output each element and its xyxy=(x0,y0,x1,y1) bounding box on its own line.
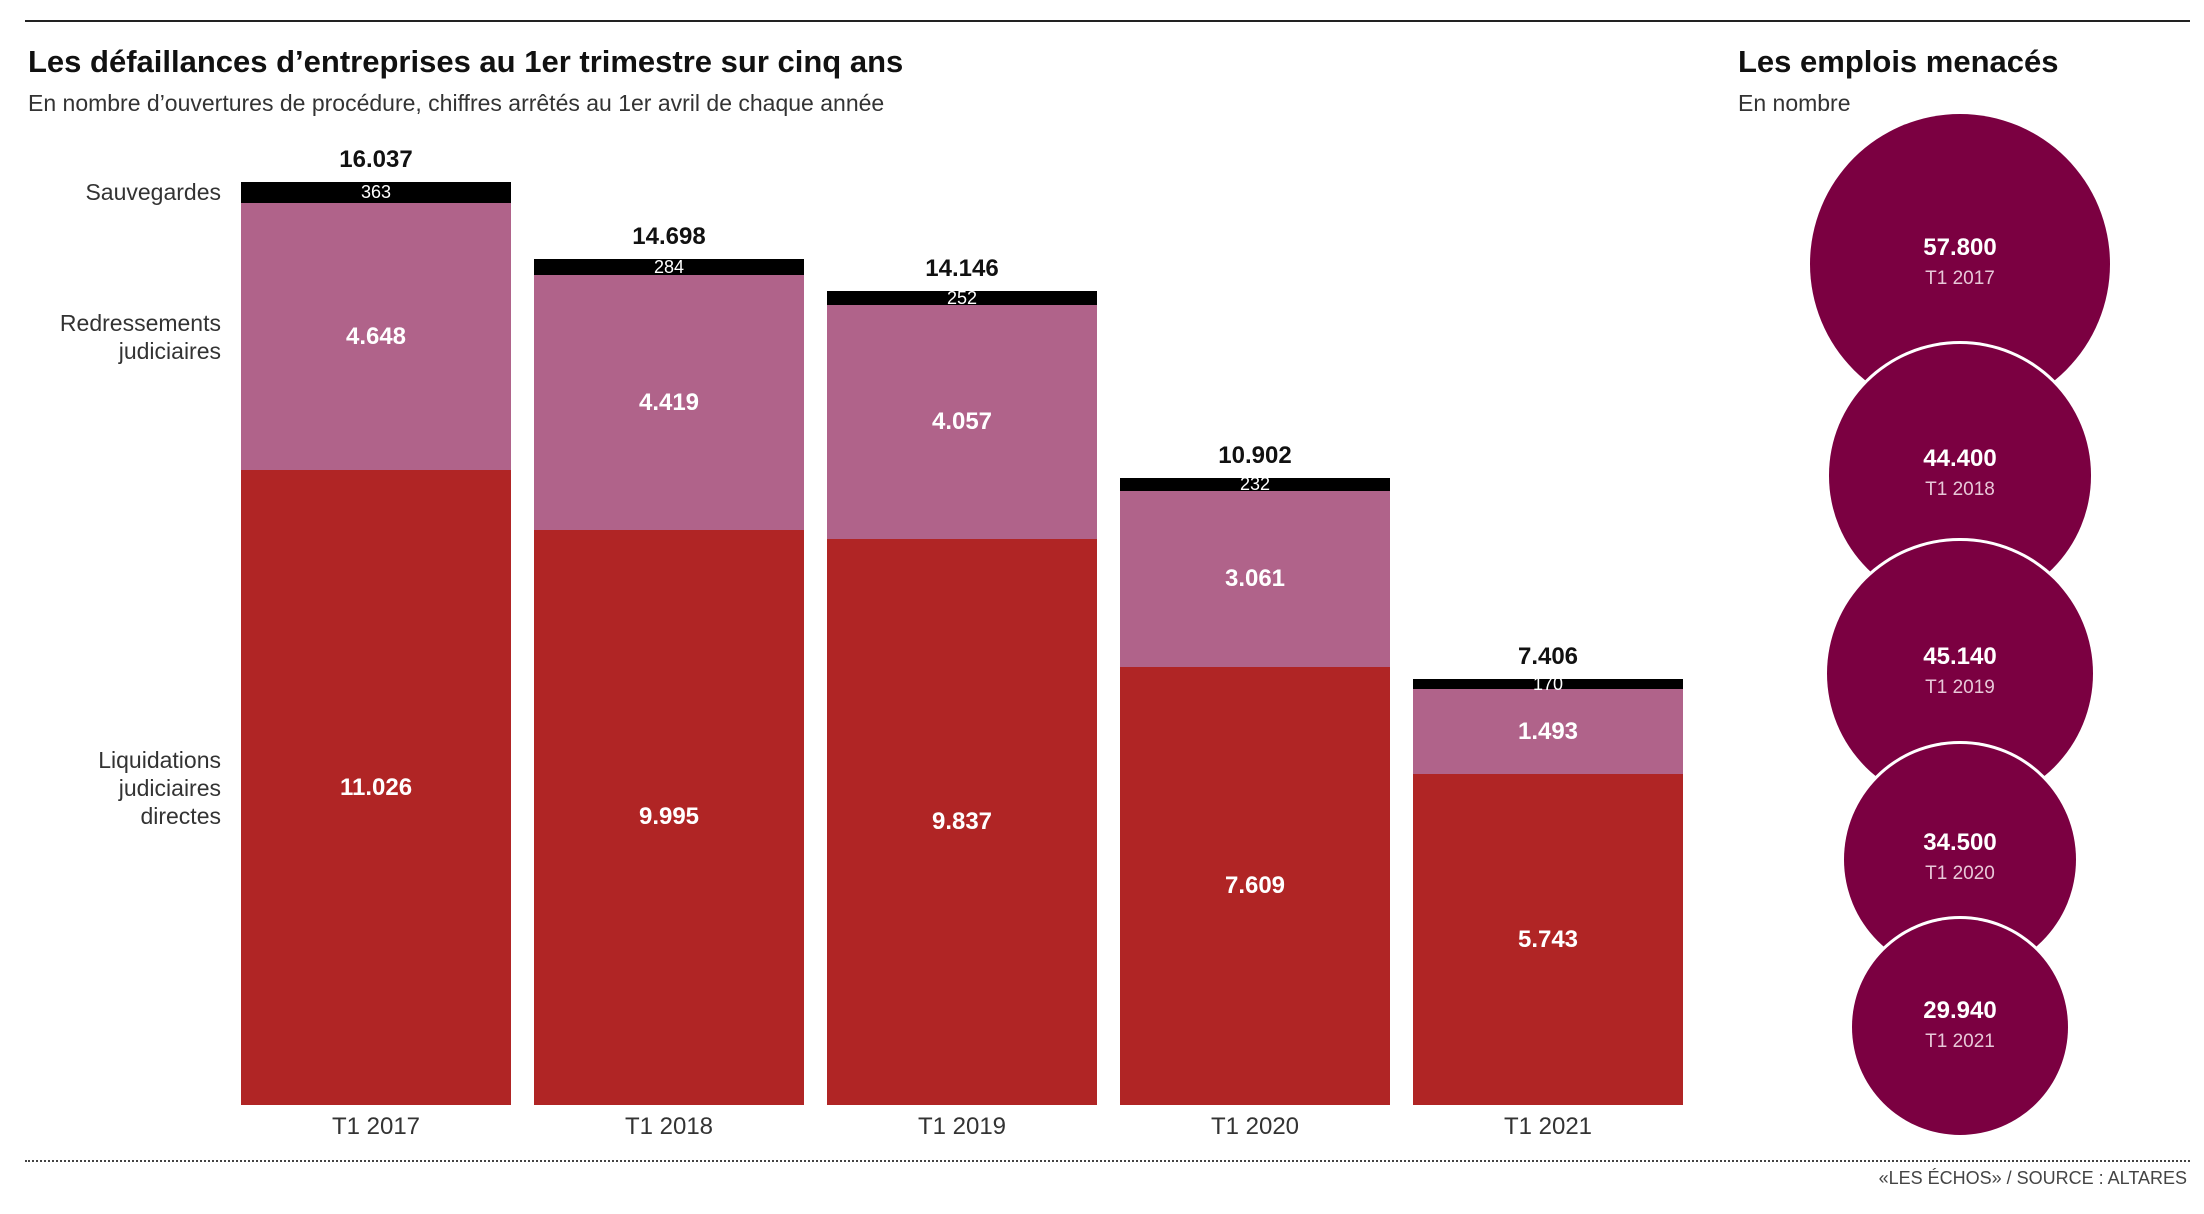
bar-segment xyxy=(827,305,1097,539)
bar-segment xyxy=(241,202,511,471)
bar-segment xyxy=(1120,667,1390,1105)
chart-title: Les défaillances d’entreprises au 1er tr… xyxy=(28,44,904,79)
bubble-category-label: T1 2017 xyxy=(1925,268,1995,289)
bubble-value-label: 34.500 xyxy=(1923,829,1997,857)
bar-segment xyxy=(1120,477,1390,491)
segment-label: 1.493 xyxy=(1517,717,1579,745)
bar-segment xyxy=(827,290,1097,306)
x-tick-label: T1 2018 xyxy=(624,1113,714,1140)
bubble-category-label: T1 2018 xyxy=(1925,479,1995,501)
segment-label: 7.609 xyxy=(1224,872,1286,900)
segment-label: 363 xyxy=(360,182,392,203)
series-label: Sauvegardes xyxy=(85,179,221,206)
segment-label: 4.057 xyxy=(931,408,993,436)
segment-label: 4.419 xyxy=(638,388,700,416)
bar-segment xyxy=(1413,678,1683,689)
segment-label: 4.648 xyxy=(345,322,407,350)
bar-segment xyxy=(534,275,804,530)
bar-segment xyxy=(534,529,804,1105)
x-tick-label: T1 2021 xyxy=(1503,1113,1593,1140)
bubble-value-label: 57.800 xyxy=(1923,234,1997,261)
bar-segment xyxy=(1120,490,1390,668)
series-label: Liquidations judiciaires directes xyxy=(98,746,221,829)
segment-label: 11.026 xyxy=(339,773,413,801)
bar-segment xyxy=(1413,688,1683,775)
segment-label: 170 xyxy=(1532,673,1564,694)
series-label: Redressements judiciaires xyxy=(59,309,221,364)
source: «LES ÉCHOS» / SOURCE : ALTARES xyxy=(1878,1168,2187,1188)
bar-segment xyxy=(241,470,511,1105)
bubble-category-label: T1 2021 xyxy=(1925,1031,1995,1053)
segment-label: 284 xyxy=(653,257,685,278)
top-rule xyxy=(25,20,2190,22)
x-tick-label: T1 2019 xyxy=(917,1113,1007,1140)
bar-segment xyxy=(534,259,804,276)
segment-label: 252 xyxy=(946,288,978,309)
total-label: 16.037 xyxy=(339,146,413,173)
x-tick-label: T1 2017 xyxy=(331,1113,421,1140)
bubble-value-label: 44.400 xyxy=(1923,445,1997,473)
segment-label: 9.837 xyxy=(931,807,993,835)
bubble-title: Les emplois menacés xyxy=(1738,44,2059,79)
segment-label: 232 xyxy=(1239,474,1271,495)
bubble-value-label: 29.940 xyxy=(1923,997,1997,1025)
segment-label: 3.061 xyxy=(1224,564,1286,592)
total-label: 10.902 xyxy=(1218,441,1292,469)
total-label: 14.146 xyxy=(925,254,999,282)
total-label: 7.406 xyxy=(1517,642,1579,670)
bottom-rule xyxy=(25,1160,2190,1162)
bubble xyxy=(1852,919,2068,1136)
total-label: 14.698 xyxy=(632,223,706,251)
bubble-category-label: T1 2020 xyxy=(1925,863,1995,885)
x-tick-label: T1 2020 xyxy=(1210,1113,1300,1140)
segment-label: 9.995 xyxy=(638,803,700,831)
bar-segment xyxy=(827,538,1097,1105)
segment-label: 5.743 xyxy=(1517,925,1579,953)
bar-segment xyxy=(1413,774,1683,1105)
bar-segment xyxy=(241,182,511,203)
bubble-subtitle: En nombre xyxy=(1738,90,1851,116)
chart-subtitle: En nombre d’ouvertures de procédure, chi… xyxy=(28,90,885,116)
bubble-category-label: T1 2019 xyxy=(1925,677,1995,699)
bubble-value-label: 45.140 xyxy=(1923,643,1997,671)
